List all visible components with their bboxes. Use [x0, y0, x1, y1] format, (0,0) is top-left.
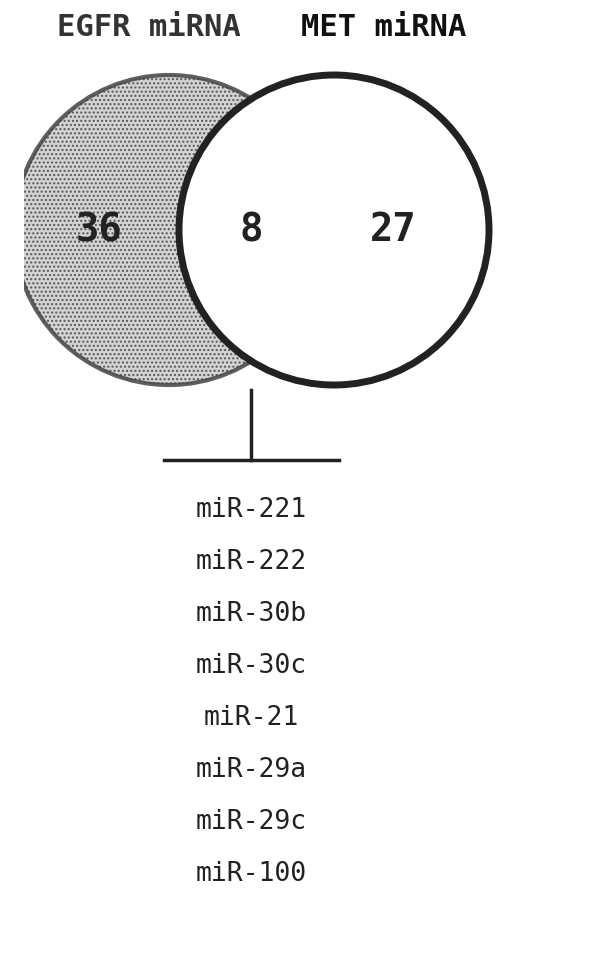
Text: miR-221: miR-221 [195, 497, 306, 523]
Text: miR-100: miR-100 [195, 861, 306, 887]
Text: 8: 8 [240, 211, 263, 249]
Text: 36: 36 [76, 211, 123, 249]
Text: miR-29a: miR-29a [195, 757, 306, 783]
Text: miR-30c: miR-30c [195, 653, 306, 679]
Text: 27: 27 [370, 211, 416, 249]
Text: miR-21: miR-21 [203, 705, 299, 731]
Circle shape [179, 75, 489, 385]
Text: MET miRNA: MET miRNA [302, 13, 467, 42]
Text: miR-222: miR-222 [195, 549, 306, 575]
Text: miR-30b: miR-30b [195, 601, 306, 627]
Text: miR-29c: miR-29c [195, 809, 306, 835]
Text: EGFR miRNA: EGFR miRNA [57, 13, 241, 42]
Circle shape [14, 75, 324, 385]
